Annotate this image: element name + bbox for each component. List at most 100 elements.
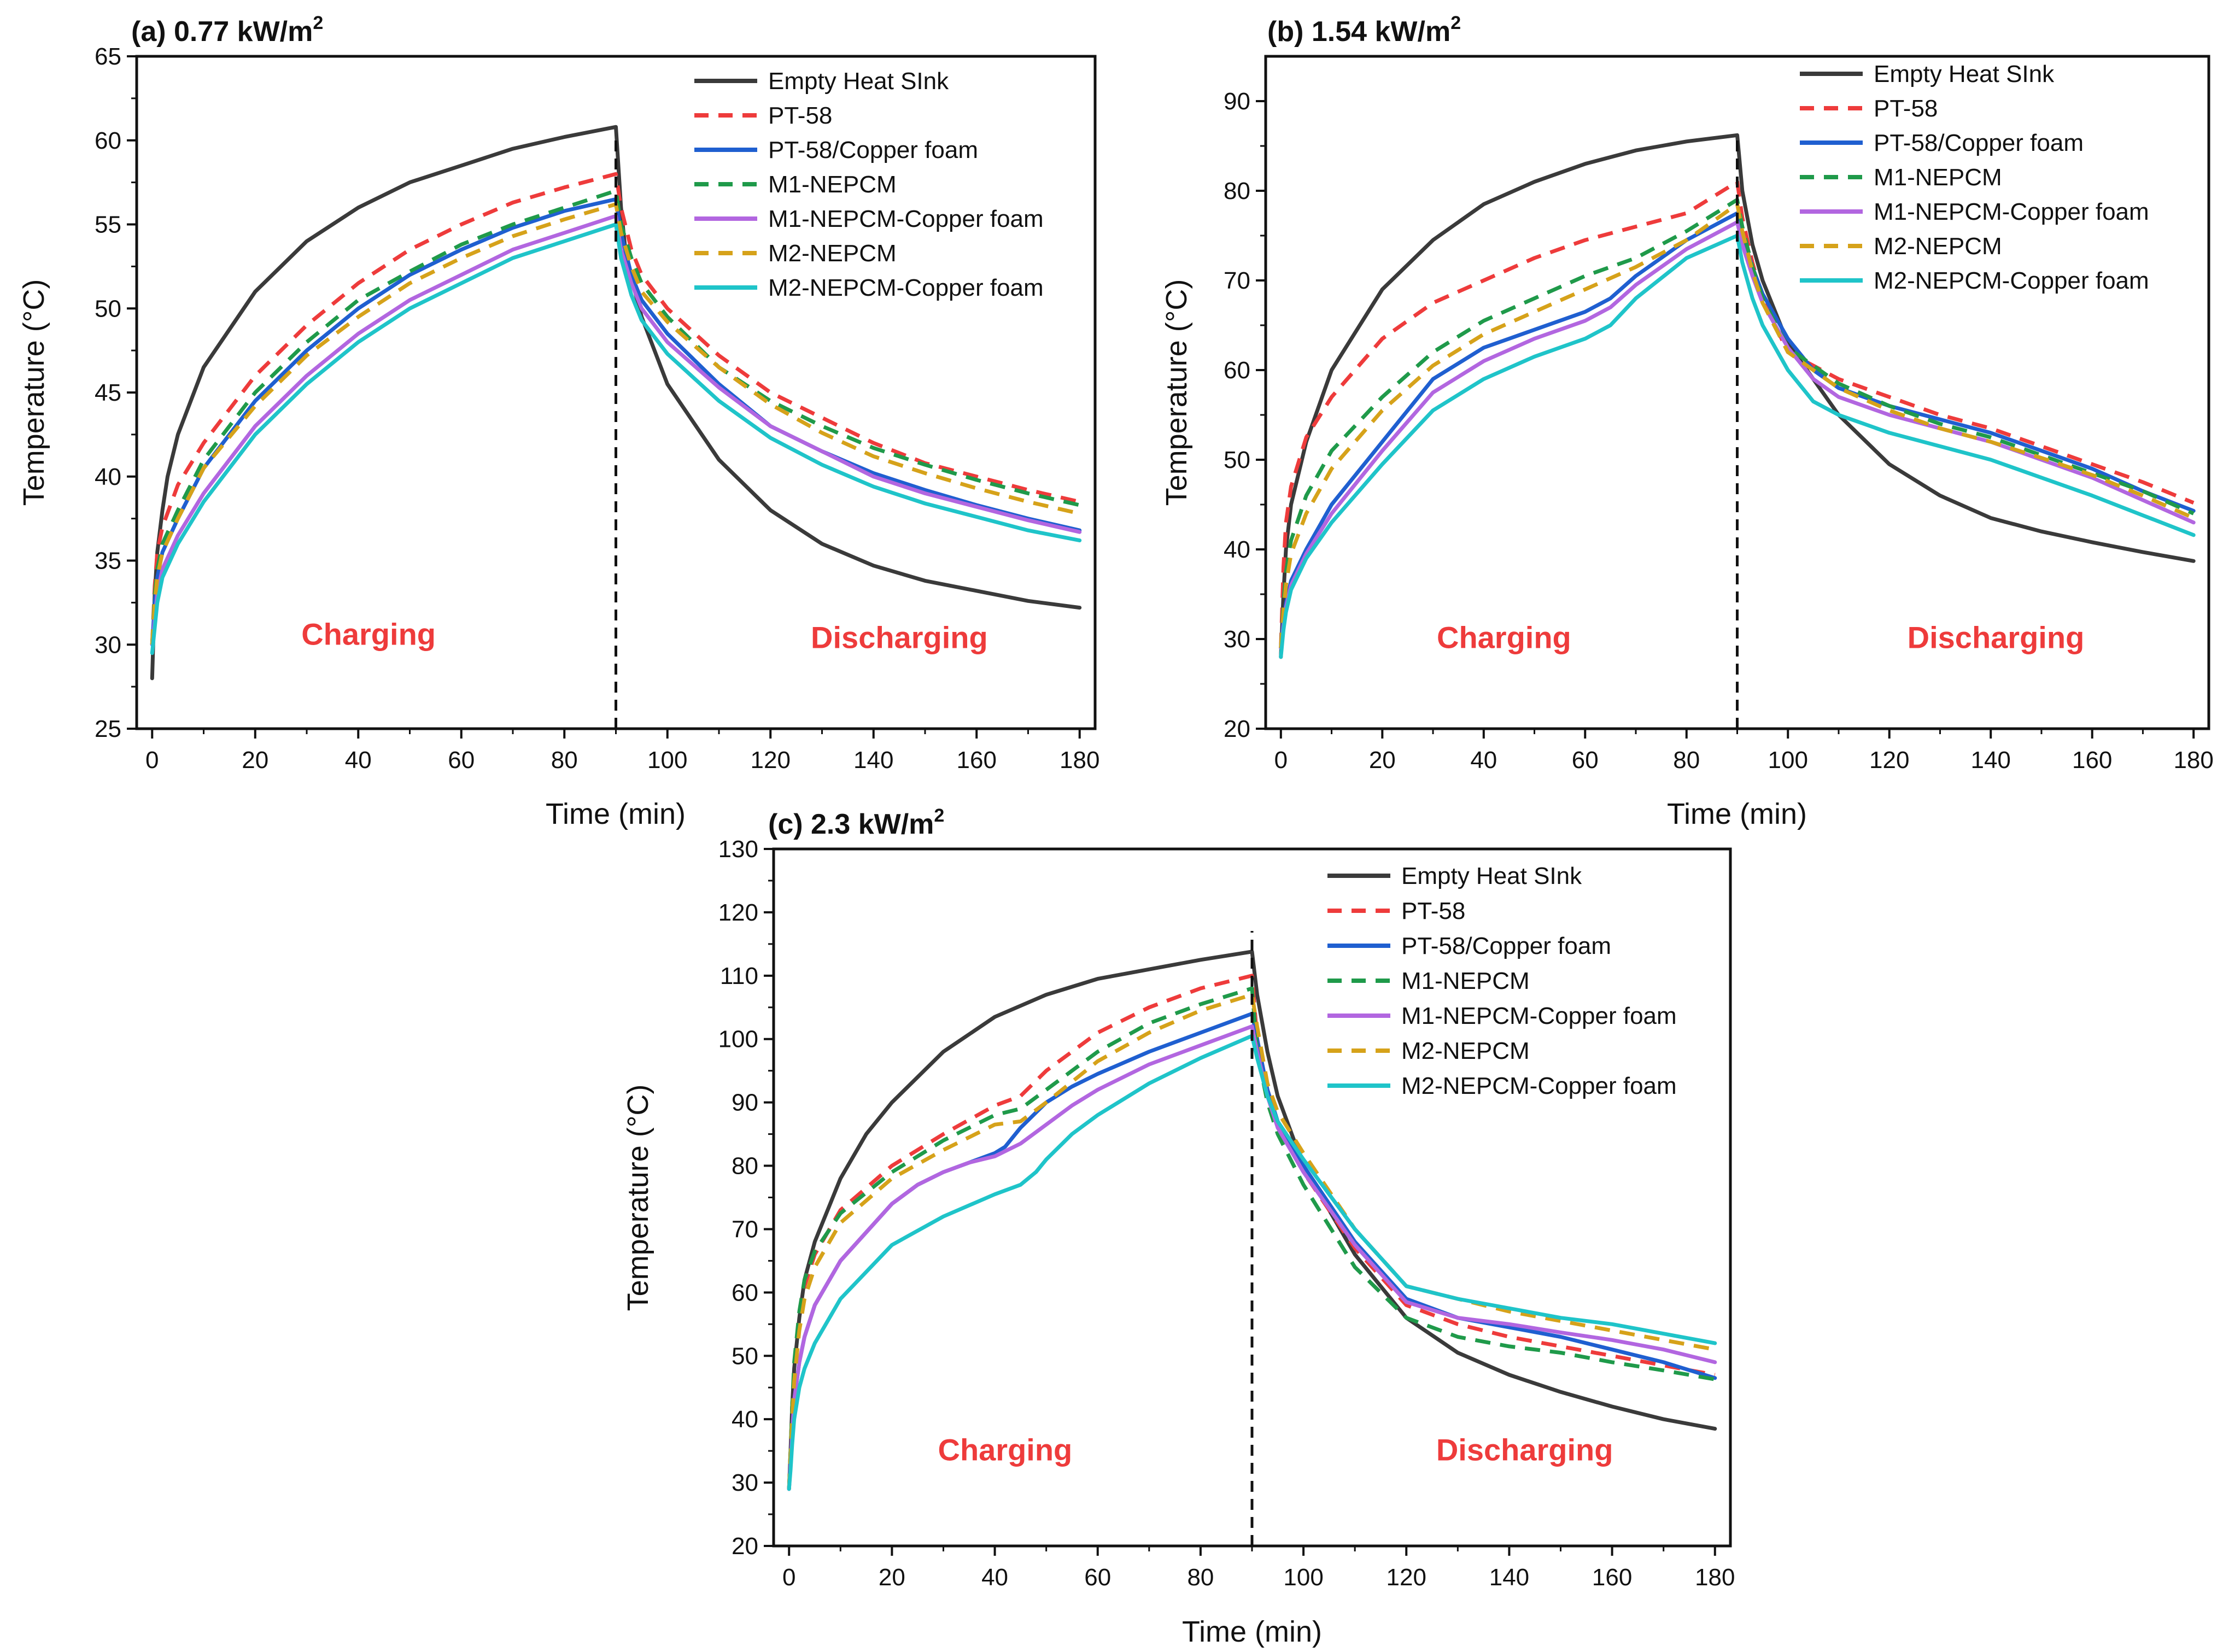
- legend-label-c: M1-NEPCM: [1401, 968, 1530, 994]
- x-tick-label-b: 20: [1369, 747, 1396, 774]
- x-axis-label-c: Time (min): [1182, 1615, 1322, 1648]
- series-group-b: [1279, 133, 2196, 659]
- legend-label-b: PT-58/Copper foam: [1874, 130, 2084, 156]
- series-line-b-0: [1279, 133, 2196, 659]
- y-tick-label-c: 100: [718, 1026, 758, 1053]
- x-tick-label-c: 40: [981, 1564, 1008, 1591]
- y-tick-label-c: 20: [732, 1533, 758, 1560]
- x-tick-label-a: 0: [145, 747, 159, 774]
- y-tick-label-c: 110: [720, 963, 758, 989]
- legend-label-c: M1-NEPCM-Copper foam: [1401, 1003, 1677, 1029]
- panel-title-value-c: 2.3 kW/m: [811, 809, 934, 840]
- charging-label-b: Charging: [1437, 620, 1571, 654]
- panel-title-sup-c: 2: [934, 805, 944, 826]
- x-tick-label-a: 160: [957, 747, 997, 774]
- panel-c-chart: 0 20 40 60 80 100 120 140 160 180 20 30 40 50 60 70 80 90…: [622, 805, 1735, 1648]
- legend-label-c: Empty Heat SInk: [1401, 863, 1582, 889]
- y-tick-label-c: 70: [732, 1216, 758, 1243]
- legend-label-b: Empty Heat SInk: [1874, 61, 2055, 87]
- x-axis-label-a: Time (min): [546, 798, 686, 830]
- y-tick-label-a: 35: [95, 548, 121, 575]
- y-tick-label-b: 90: [1224, 88, 1250, 115]
- y-tick-label-b: 60: [1224, 357, 1250, 384]
- legend-label-c: M2-NEPCM: [1401, 1038, 1530, 1064]
- y-tick-label-b: 20: [1224, 716, 1250, 742]
- y-tick-label-c: 50: [732, 1343, 758, 1369]
- series-line-a-0: [150, 125, 1082, 681]
- legend-label-b: M1-NEPCM-Copper foam: [1874, 198, 2149, 225]
- panel-title-value-b: 1.54 kW/m: [1312, 16, 1450, 48]
- x-tick-label-b: 160: [2072, 747, 2112, 774]
- series-line-a-5: [150, 202, 1080, 645]
- x-tick-label-c: 120: [1387, 1564, 1426, 1591]
- x-tick-label-c: 140: [1489, 1564, 1529, 1591]
- y-axis-label-c: Temperature (°C): [622, 1085, 654, 1311]
- x-tick-label-a: 40: [345, 747, 372, 774]
- series-line-b-6: [1279, 233, 2196, 659]
- y-tick-label-c: 30: [732, 1469, 758, 1496]
- series-line-c-1: [787, 974, 1716, 1489]
- legend-label-a: Empty Heat SInk: [768, 68, 949, 95]
- panel-title-sup-b: 2: [1450, 13, 1461, 33]
- charging-label-c: Charging: [938, 1433, 1073, 1467]
- y-tick-label-b: 70: [1224, 267, 1250, 294]
- y-tick-label-c: 40: [732, 1406, 758, 1433]
- panel-title-prefix-c: (c): [768, 809, 811, 840]
- y-axis-label-b: Temperature (°C): [1160, 279, 1193, 506]
- panel-title-a: (a) 0.77 kW/m2: [131, 13, 323, 48]
- panel-title-value-a: 0.77 kW/m: [174, 16, 313, 48]
- panel-title-b: (b) 1.54 kW/m2: [1267, 13, 1461, 48]
- x-tick-label-b: 60: [1572, 747, 1599, 774]
- legend-b: Empty Heat SInk PT-58 PT-58/Copper foam M1-…: [1800, 61, 2149, 294]
- series-line-b-3: [1279, 197, 2195, 648]
- series-line-b-2: [1279, 211, 2196, 650]
- legend-c: Empty Heat SInk PT-58 PT-58/Copper foam M1-…: [1327, 863, 1677, 1099]
- panel-title-c: (c) 2.3 kW/m2: [768, 805, 944, 840]
- series-line-c-0: [787, 950, 1717, 1491]
- x-tick-label-b: 100: [1768, 747, 1808, 774]
- x-tick-label-a: 180: [1060, 747, 1099, 774]
- legend-label-a: M1-NEPCM-Copper foam: [768, 206, 1044, 232]
- x-tick-label-c: 80: [1187, 1564, 1214, 1591]
- x-axis-label-b: Time (min): [1667, 798, 1807, 830]
- legend-label-b: M1-NEPCM: [1874, 164, 2002, 191]
- y-tick-label-a: 25: [95, 716, 121, 742]
- y-tick-label-b: 40: [1224, 536, 1250, 563]
- y-tick-label-b: 50: [1224, 447, 1250, 473]
- x-tick-label-a: 80: [551, 747, 578, 774]
- y-axis-label-a: Temperature (°C): [17, 279, 50, 506]
- y-tick-label-a: 50: [95, 295, 121, 322]
- panel-title-sup-a: 2: [313, 13, 323, 33]
- y-tick-label-c: 80: [732, 1153, 758, 1180]
- x-tick-label-c: 180: [1695, 1564, 1735, 1591]
- panel-title-prefix-b: (b): [1267, 16, 1312, 48]
- y-tick-label-a: 65: [95, 43, 121, 70]
- x-tick-label-b: 0: [1274, 747, 1288, 774]
- y-tick-label-c: 60: [732, 1279, 758, 1306]
- y-tick-label-a: 45: [95, 379, 121, 406]
- series-group-a: [150, 125, 1082, 681]
- series-line-c-4: [787, 1024, 1717, 1491]
- series-line-b-1: [1279, 180, 2195, 648]
- panel-a-chart: 0 20 40 60 80 100 120 140 160 180 25 30 35 40 45 50 55 60…: [17, 13, 1099, 830]
- y-tick-label-a: 40: [95, 464, 121, 490]
- x-tick-label-c: 100: [1283, 1564, 1323, 1591]
- discharging-label-c: Discharging: [1436, 1433, 1613, 1467]
- legend-label-b: M2-NEPCM-Copper foam: [1874, 267, 2149, 294]
- legend-label-a: PT-58: [768, 102, 832, 129]
- legend-label-b: PT-58: [1874, 95, 1938, 122]
- legend-label-a: M1-NEPCM: [768, 171, 897, 198]
- x-tick-label-a: 120: [751, 747, 791, 774]
- x-tick-label-b: 180: [2173, 747, 2213, 774]
- series-group-c: [787, 950, 1717, 1491]
- y-tick-label-a: 30: [95, 631, 121, 658]
- legend-label-c: PT-58: [1401, 898, 1465, 924]
- legend-label-c: M2-NEPCM-Copper foam: [1401, 1073, 1677, 1099]
- x-tick-label-b: 80: [1673, 747, 1700, 774]
- series-line-c-6: [787, 1034, 1717, 1491]
- y-tick-label-c: 90: [732, 1089, 758, 1116]
- series-line-a-4: [150, 214, 1082, 647]
- y-tick-label-c: 120: [718, 899, 758, 926]
- discharging-label-a: Discharging: [811, 620, 988, 654]
